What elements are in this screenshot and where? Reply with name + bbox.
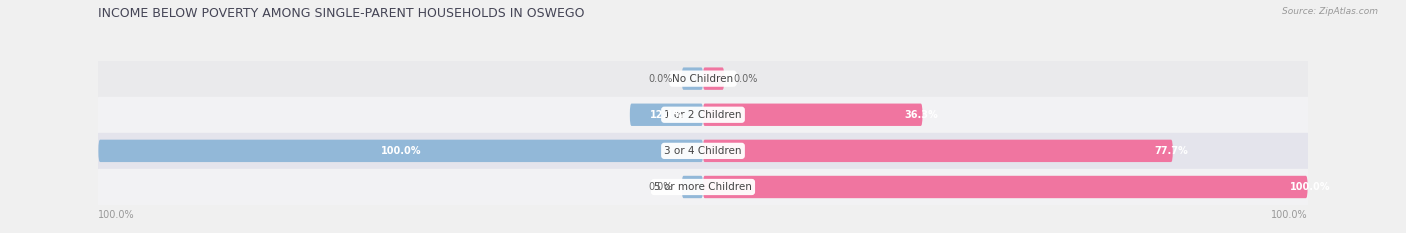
Bar: [98, 61, 1308, 97]
Text: 0.0%: 0.0%: [648, 74, 672, 84]
Text: 5 or more Children: 5 or more Children: [654, 182, 752, 192]
Text: 100.0%: 100.0%: [1289, 182, 1330, 192]
Text: 77.7%: 77.7%: [1154, 146, 1188, 156]
Bar: [98, 133, 1308, 169]
Text: 100.0%: 100.0%: [381, 146, 420, 156]
FancyBboxPatch shape: [682, 176, 703, 198]
FancyBboxPatch shape: [682, 67, 703, 90]
Text: 36.3%: 36.3%: [904, 110, 938, 120]
Text: INCOME BELOW POVERTY AMONG SINGLE-PARENT HOUSEHOLDS IN OSWEGO: INCOME BELOW POVERTY AMONG SINGLE-PARENT…: [98, 7, 585, 20]
FancyBboxPatch shape: [703, 67, 724, 90]
Bar: [98, 169, 1308, 205]
Text: 0.0%: 0.0%: [648, 182, 672, 192]
Text: 1 or 2 Children: 1 or 2 Children: [664, 110, 742, 120]
Bar: [98, 97, 1308, 133]
Text: 100.0%: 100.0%: [98, 210, 135, 220]
Text: 100.0%: 100.0%: [1271, 210, 1308, 220]
Text: 0.0%: 0.0%: [734, 74, 758, 84]
FancyBboxPatch shape: [703, 103, 922, 126]
FancyBboxPatch shape: [703, 140, 1173, 162]
FancyBboxPatch shape: [98, 140, 703, 162]
Text: 12.1%: 12.1%: [650, 110, 683, 120]
Text: No Children: No Children: [672, 74, 734, 84]
FancyBboxPatch shape: [630, 103, 703, 126]
Text: 3 or 4 Children: 3 or 4 Children: [664, 146, 742, 156]
FancyBboxPatch shape: [703, 176, 1308, 198]
Text: Source: ZipAtlas.com: Source: ZipAtlas.com: [1282, 7, 1378, 16]
